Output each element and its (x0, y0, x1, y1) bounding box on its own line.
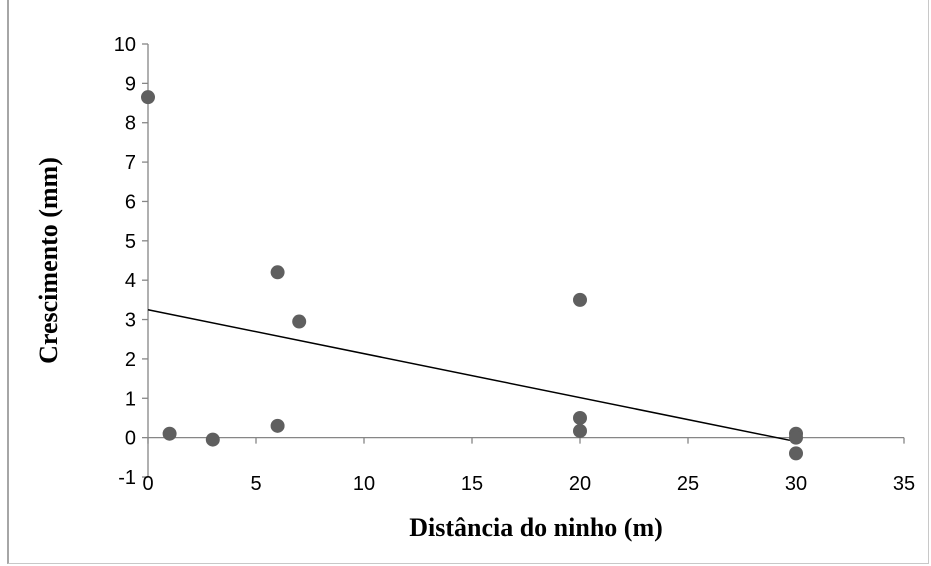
x-axis-title: Distância do ninho (m) (409, 513, 663, 542)
y-tick-label: 0 (125, 428, 136, 450)
y-axis-title: Crescimento (mm) (34, 157, 63, 364)
data-point (141, 90, 155, 105)
y-tick-label: 10 (114, 34, 136, 56)
x-tick-label: 20 (569, 473, 591, 495)
data-point (789, 446, 803, 461)
x-tick-label: 10 (353, 473, 375, 495)
x-tick-label: 15 (461, 473, 483, 495)
y-tick-label: 4 (125, 270, 136, 292)
chart-frame: -1 0 1 2 3 4 5 6 7 8 9 10 0 5 10 15 20 25 30 35 Distância … (7, 0, 929, 564)
data-point (573, 410, 587, 425)
trendline (147, 308, 797, 443)
y-tick-label: -1 (118, 467, 136, 489)
data-point (270, 265, 285, 280)
y-tick-label: 7 (125, 152, 136, 174)
y-tick-label: 9 (125, 73, 136, 95)
x-axis: 0 5 10 15 20 25 30 35 (142, 436, 915, 495)
data-point (270, 418, 285, 433)
y-tick-label: 1 (125, 388, 136, 410)
data-point (573, 292, 587, 307)
data-point (162, 426, 177, 441)
data-points (141, 90, 803, 461)
y-axis: -1 0 1 2 3 4 5 6 7 8 9 10 (114, 34, 149, 489)
x-tick-label: 5 (250, 473, 261, 495)
x-tick-label: 25 (677, 473, 699, 495)
data-point (205, 432, 220, 447)
scatter-chart: -1 0 1 2 3 4 5 6 7 8 9 10 0 5 10 15 20 25 30 35 Distância … (34, 34, 915, 542)
y-tick-label: 2 (125, 349, 136, 371)
x-tick-label: 35 (893, 473, 915, 495)
data-point (789, 430, 803, 445)
y-tick-label: 3 (125, 310, 136, 332)
y-tick-label: 6 (125, 191, 136, 213)
data-point (573, 423, 587, 438)
data-point (292, 314, 307, 329)
y-tick-label: 5 (125, 231, 136, 253)
trendline-group (147, 308, 797, 443)
x-tick-label: 30 (785, 473, 807, 495)
y-tick-label: 8 (125, 113, 136, 135)
x-tick-label: 0 (142, 473, 153, 495)
